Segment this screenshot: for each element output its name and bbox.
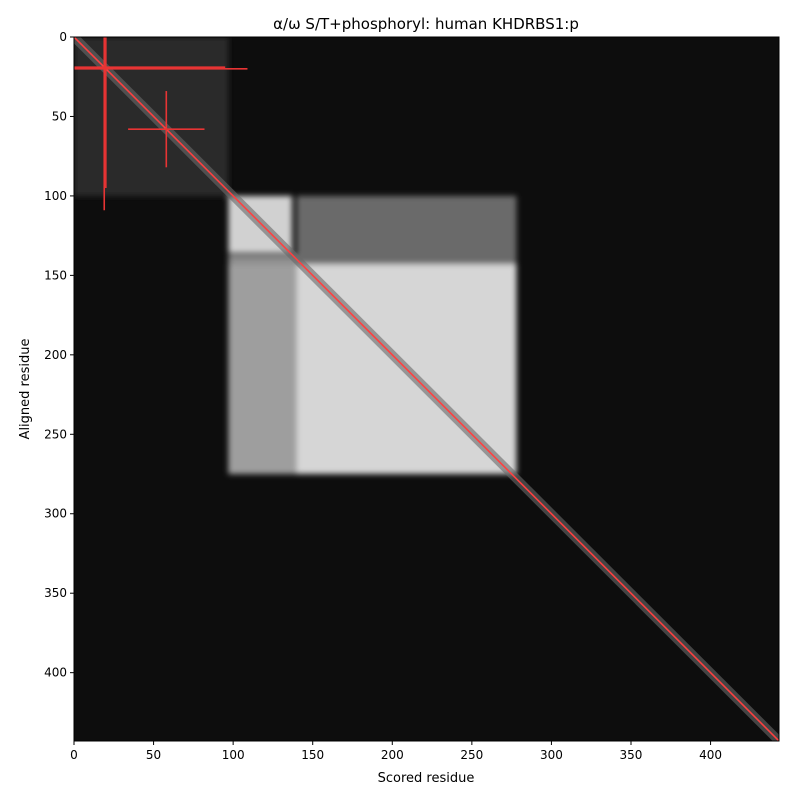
x-tick-label: 150: [301, 748, 324, 762]
heatmap-region-2: [296, 195, 517, 265]
x-tick-label: 50: [146, 748, 161, 762]
x-tick-label: 0: [70, 748, 78, 762]
x-tick-label: 200: [381, 748, 404, 762]
y-tick-label: 50: [52, 109, 67, 123]
y-tick-label: 150: [44, 268, 67, 282]
y-tick-label: 350: [44, 586, 67, 600]
y-tick-label: 300: [44, 507, 67, 521]
plot-area: [74, 37, 779, 741]
x-tick-label: 350: [620, 748, 643, 762]
x-axis-label: Scored residue: [378, 771, 475, 786]
x-axis: 0 50 100 150 200 250 300 350 400: [70, 741, 722, 762]
x-tick-label: 100: [222, 748, 245, 762]
y-tick-label: 250: [44, 427, 67, 441]
chart-title: α/ω S/T+phosphoryl: human KHDRBS1:p: [273, 15, 579, 33]
y-tick-label: 0: [59, 30, 67, 44]
x-tick-label: 300: [540, 748, 563, 762]
y-axis: 0 50 100 150 200 250 300 350 400: [44, 30, 74, 680]
y-tick-label: 400: [44, 666, 67, 680]
diagonal-line: [74, 37, 779, 741]
y-tick-label: 100: [44, 189, 67, 203]
y-axis-label: Aligned residue: [18, 339, 33, 440]
y-tick-label: 200: [44, 348, 67, 362]
x-tick-label: 400: [699, 748, 722, 762]
x-tick-label: 250: [460, 748, 483, 762]
plot-frame: [73, 36, 780, 742]
